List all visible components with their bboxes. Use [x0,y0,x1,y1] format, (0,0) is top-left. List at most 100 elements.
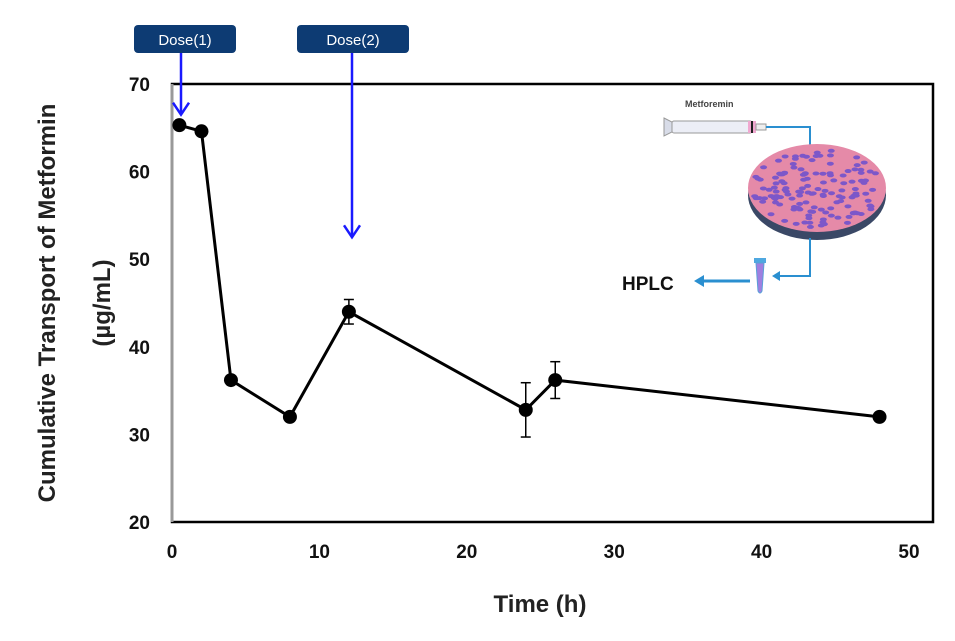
cell-nucleus [797,167,805,172]
y-tick-label: 60 [129,163,150,184]
cell-nucleus [844,204,852,209]
cell-nucleus [826,153,834,158]
cell-nucleus [838,195,846,200]
cell-nucleus [866,203,874,208]
data-point [548,373,563,388]
cell-nucleus [843,220,851,225]
x-tick-label: 30 [604,542,625,563]
cell-nucleus [800,177,808,182]
cell-nucleus [849,210,857,215]
cell-nucleus [760,165,768,170]
x-tick-label: 40 [751,542,772,563]
cell-nucleus [752,174,760,179]
cell-nucleus [776,202,784,207]
cell-nucleus [802,154,810,159]
cell-nucleus [827,206,835,211]
tissue-disc-icon [748,144,886,240]
cell-nucleus [801,220,809,225]
cell-nucleus [834,215,842,220]
y-tick-label: 40 [129,338,150,359]
cell-nucleus [860,160,868,165]
cell-nucleus [807,209,815,214]
cell-nucleus [759,199,767,204]
cell-nucleus [788,196,796,201]
syringe-label: Metforemin [685,99,734,109]
cell-nucleus [780,181,788,186]
cell-nucleus [828,191,836,196]
cell-nucleus [864,198,872,203]
cell-nucleus [848,179,856,184]
cell-nucleus [770,185,778,190]
cell-nucleus [862,191,870,196]
cell-nucleus [798,186,806,191]
cell-nucleus [827,213,835,218]
cell-nucleus [792,221,800,226]
cell-nucleus [794,206,802,211]
y-axis-unit-label: (µg/mL) [89,259,116,346]
flow-arrowhead-hplc [694,275,704,287]
cell-nucleus [851,187,859,192]
cell-nucleus [808,158,816,163]
cell-nucleus [789,161,797,166]
cell-nucleus [781,187,789,192]
flow-arrowhead-out [772,271,780,281]
y-tick-label: 30 [129,425,150,446]
experiment-illustration: Metforemin HPLC [622,99,886,295]
cell-nucleus [790,165,798,170]
y-tick-label: 50 [129,250,150,271]
x-tick-label: 50 [898,542,919,563]
cell-nucleus [774,158,782,163]
dose-label: Dose(2) [326,32,379,49]
cell-nucleus [751,194,759,199]
cell-nucleus [857,167,865,172]
cell-nucleus [822,210,830,215]
data-point [518,402,533,417]
cell-nucleus [797,190,805,195]
cell-nucleus [761,196,769,201]
cell-nucleus [819,180,827,185]
cell-nucleus [867,207,875,212]
x-axis-label: Time (h) [494,591,587,618]
cell-nucleus [840,181,848,186]
dose-label-box [134,25,236,53]
cell-nucleus [857,212,865,217]
data-point [223,373,238,388]
cell-nucleus [804,190,812,195]
cell-nucleus [817,207,825,212]
cell-nucleus [839,173,847,178]
data-point [282,409,297,424]
cell-nucleus [780,171,788,176]
cell-nucleus [781,154,789,159]
y-tick-label: 70 [129,75,150,96]
flow-arrow-out [778,238,811,277]
cell-nucleus [812,153,820,158]
x-tick-label: 0 [167,542,178,563]
x-tick-label: 20 [456,542,477,563]
cell-nucleus [772,175,780,180]
cell-nucleus [819,171,827,176]
cell-nucleus [759,186,767,191]
cell-nucleus [866,169,874,174]
cell-nucleus [869,187,877,192]
cell-nucleus [802,200,810,205]
cell-nucleus [851,167,859,172]
cell-nucleus [857,170,865,175]
cell-nucleus [772,181,780,186]
cell-nucleus [806,220,814,225]
axes: 0 10 20 30 40 50 20 30 40 50 60 70 Time (h) Cumulativ… [34,75,935,618]
cell-nucleus [826,171,834,176]
cell-nucleus [767,212,775,217]
cell-nucleus [805,216,813,221]
data-point [872,409,887,424]
cell-nucleus [781,218,789,223]
cell-nucleus [801,171,809,176]
cell-nucleus [853,155,861,160]
cell-nucleus [772,189,780,194]
dose-label-box [297,25,409,53]
cell-nucleus [819,217,827,222]
cell-nucleus [833,200,841,205]
cell-nucleus [812,171,820,176]
cell-nucleus [804,183,812,188]
cell-nucleus [838,188,846,193]
